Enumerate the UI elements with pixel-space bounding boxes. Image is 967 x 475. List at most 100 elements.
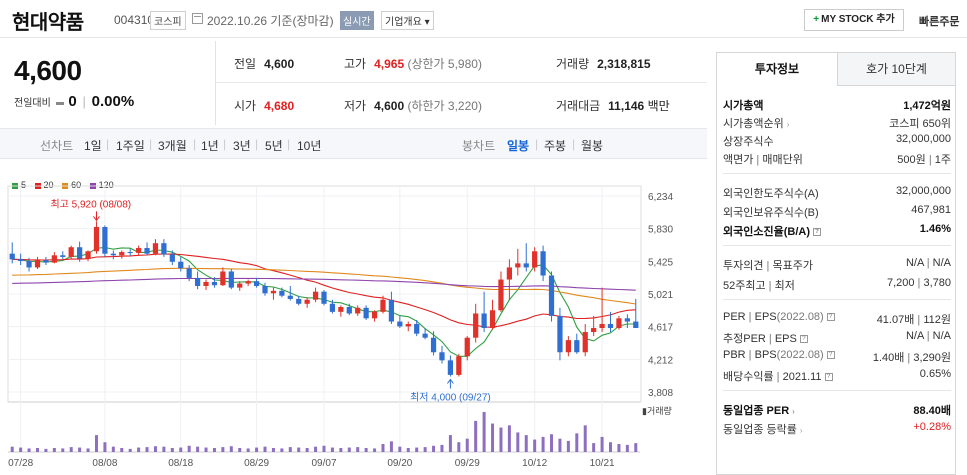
change-pct: 0.00% [91,93,135,110]
x-tick-label: 08/08 [92,458,117,469]
volume-bar [558,438,562,452]
tab-1y[interactable]: 1년 [201,139,219,153]
open-price: 시가 4,680 [234,99,295,113]
tab-weekly[interactable]: 주봉 [544,139,567,153]
ma20-line [12,253,636,328]
volume-bar [52,448,56,452]
volume-bar [423,447,427,452]
candle-body [296,298,302,304]
candle-body [515,263,521,268]
quick-order-link[interactable]: 빠른주문 [919,16,960,28]
tab-invest-info[interactable]: 투자정보 [717,53,837,86]
candle-body [270,290,277,294]
candle-body [127,252,133,254]
candle-body [363,307,369,319]
candle-body [9,253,15,260]
tab-monthly[interactable]: 월봉 [581,139,604,153]
foreign-ratio-row: 외국인소진율(B/A)? 1.46% [723,223,951,238]
low-arrowhead [447,378,454,384]
candle-body [93,227,100,252]
dividend-row: 배당수익률 | 2021.11? 0.65% [723,368,951,383]
candle-body [304,299,310,304]
price-chart[interactable]: 3,808 4,212 4,617 5,021 5,425 5,830 6,234 07/28… [0,160,707,475]
candle-body [557,315,563,353]
volume-bar [339,448,343,452]
candle-body [211,281,218,286]
high-price: 고가 4,965 (상한가 5,980) [344,57,482,71]
sector-per-row: 동일업종 PER › 88.40배 [723,405,951,417]
volume-bar [634,443,638,452]
candle-body [102,227,108,254]
candle-body [607,323,614,329]
volume-bar [507,425,511,452]
volume-bar [617,444,621,452]
tab-daily[interactable]: 일봉 [507,139,530,153]
x-tick-label: 09/20 [387,458,412,469]
y-tick-label: 4,212 [648,355,673,366]
volume-bar [499,427,503,452]
stock-code: 004310 [114,13,155,27]
volume-bar [229,446,233,452]
plus-icon: + [813,14,820,25]
est-per-row: 추정PER | EPS? N/A | N/A [723,330,951,345]
add-mystock-button[interactable]: + MY STOCK 추가 [804,9,904,31]
candle-body [228,271,234,288]
x-tick-label: 10/12 [522,458,547,469]
volume-bar [609,442,613,452]
volume-bar [600,436,604,452]
candle-body [144,248,150,254]
volume-bar [61,448,65,452]
candle-body [186,268,192,278]
tab-10y[interactable]: 10년 [297,139,322,153]
candle-chart-label[interactable]: 봉차트 [462,139,496,153]
line-chart-label[interactable]: 선차트 [40,139,74,153]
volume-bar [238,448,242,452]
candle-body [414,323,420,334]
candle-body [262,286,268,294]
candle-body [456,356,462,375]
low-annotation: 최저 4,000 (09/27) [410,391,491,403]
volume-bar [128,448,132,452]
shares-row: 상장주식수 32,000,000 [723,133,951,148]
x-tick-label: 10/21 [590,458,615,469]
high-arrowhead [93,216,100,222]
candle-body [624,318,630,322]
tab-5y[interactable]: 5년 [265,139,283,153]
candle-body [203,281,209,287]
volume-bar [86,448,90,452]
candle-body [380,299,386,312]
candle-body [565,340,571,353]
x-tick-label: 09/29 [455,458,480,469]
candle-body [253,281,260,287]
candle-body [498,279,504,311]
candle-body [237,283,243,288]
x-tick-label: 07/28 [8,458,33,469]
base-date: 2022.10.26 기준(장마감) [207,14,334,28]
change-info: 전일대비 0 | 0.00% [14,93,135,110]
company-info-button[interactable]: 기업개요 ▾ [381,11,434,30]
tab-3m[interactable]: 3개월 [158,139,187,153]
tab-orderbook[interactable]: 호가 10단계 [837,53,955,86]
candle-body [548,275,555,316]
volume-bar [111,446,115,452]
low-price: 저가 4,600 (하한가 3,220) [344,99,482,113]
volume-bar [415,447,419,452]
x-tick-label: 09/07 [311,458,336,469]
candle-body [26,260,32,268]
realtime-badge[interactable]: 실시간 [340,11,374,30]
candle-body [447,360,454,375]
tab-3y[interactable]: 3년 [233,139,251,153]
volume-bar [10,446,14,452]
volume-bar [457,442,461,452]
volume-bar [19,447,23,452]
y-tick-label: 4,617 [648,323,673,334]
sector-change-row: 동일업종 등락률 › +0.28% [723,421,951,436]
foreign-hold-row: 외국인보유주식수(B) 467,981 [723,204,951,219]
volume-bar [373,448,377,452]
tab-1d[interactable]: 1일 [84,139,102,153]
candle-body [388,299,395,322]
y-tick-label: 5,021 [648,290,673,301]
volume-bar [280,448,284,452]
candle-body [220,271,226,286]
tab-1w[interactable]: 1주일 [116,139,145,153]
